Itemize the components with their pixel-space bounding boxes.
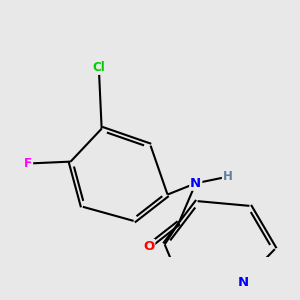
Text: O: O	[143, 240, 154, 253]
Text: N: N	[237, 276, 248, 289]
Text: F: F	[24, 157, 32, 170]
Text: N: N	[190, 177, 201, 190]
Text: H: H	[223, 170, 233, 183]
Text: Cl: Cl	[92, 61, 105, 74]
